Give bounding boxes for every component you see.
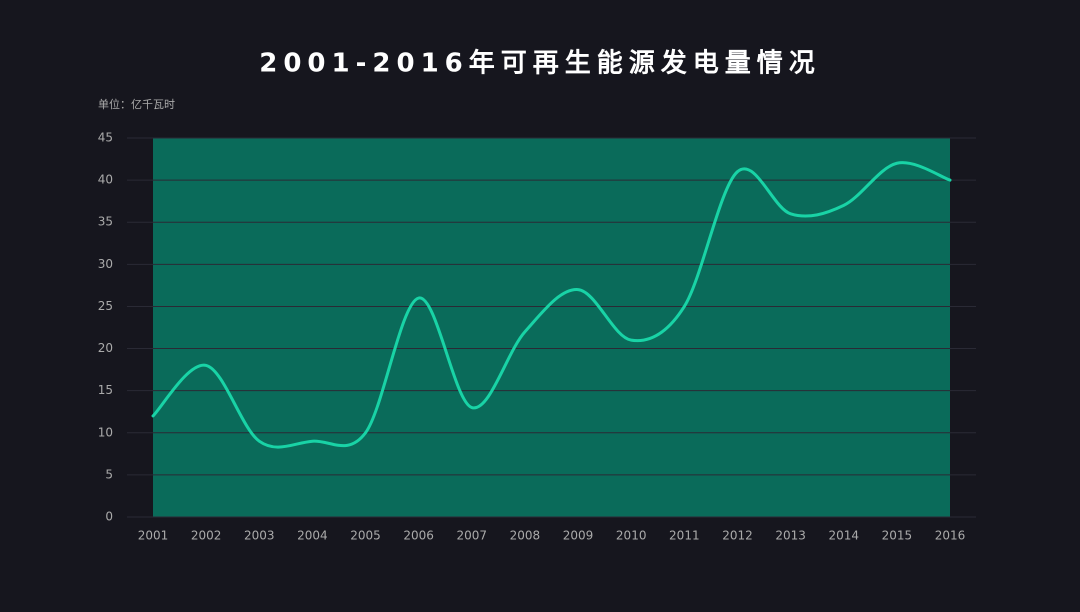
line — [151, 161, 952, 449]
y-tick-label: 0 — [105, 510, 113, 524]
x-tick-label: 2001 — [138, 529, 169, 543]
y-tick-label: 25 — [98, 299, 113, 313]
y-tick-label: 10 — [98, 425, 113, 439]
x-tick-label: 2008 — [510, 529, 541, 543]
x-tick-label: 2012 — [722, 529, 753, 543]
y-tick-label: 15 — [98, 383, 113, 397]
y-tick-label: 5 — [105, 467, 113, 481]
x-tick-label: 2013 — [775, 529, 806, 543]
y-tick-label: 35 — [98, 215, 113, 229]
x-tick-label: 2003 — [244, 529, 275, 543]
x-tick-label: 2011 — [669, 529, 700, 543]
unit-label: 单位：亿千瓦时 — [98, 97, 175, 111]
y-tick-label: 20 — [98, 341, 113, 355]
x-tick-label: 2006 — [403, 529, 434, 543]
x-tick-label: 2007 — [457, 529, 488, 543]
x-tick-label: 2002 — [191, 529, 222, 543]
x-tick-label: 2005 — [350, 529, 381, 543]
y-tick-label: 40 — [98, 173, 113, 187]
x-tick-label: 2004 — [297, 529, 328, 543]
x-tick-label: 2009 — [563, 529, 594, 543]
chart-title: 2001-2016年可再生能源发电量情况 — [259, 48, 821, 79]
y-tick-label: 30 — [98, 257, 113, 271]
y-tick-label: 45 — [98, 131, 113, 145]
x-tick-label: 2016 — [935, 529, 966, 543]
x-tick-label: 2015 — [882, 529, 913, 543]
x-tick-label: 2010 — [616, 529, 647, 543]
plot-fill — [153, 138, 950, 517]
x-tick-label: 2014 — [828, 529, 859, 543]
